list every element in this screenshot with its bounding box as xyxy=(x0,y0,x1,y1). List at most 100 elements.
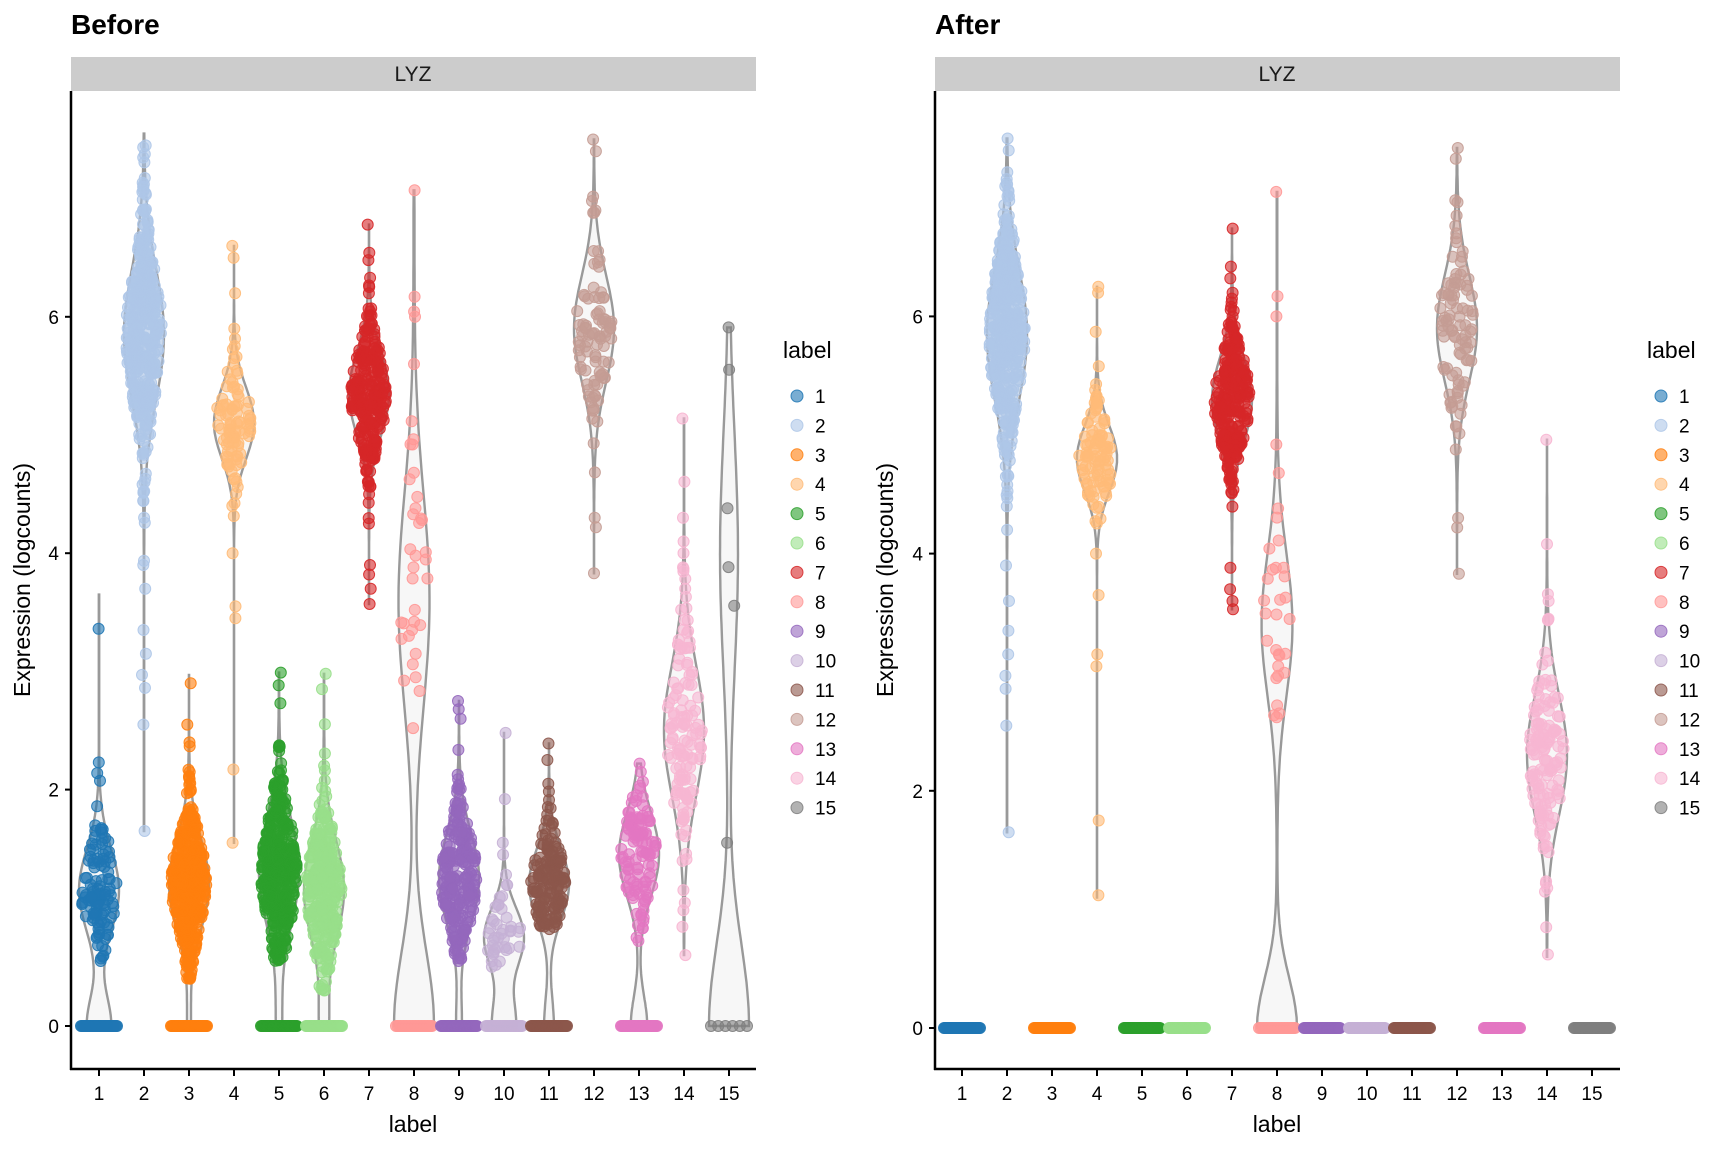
point xyxy=(1090,660,1103,673)
point xyxy=(670,762,683,775)
point xyxy=(464,838,477,851)
point xyxy=(407,722,420,735)
point xyxy=(129,400,142,413)
point xyxy=(139,681,151,694)
point xyxy=(1000,500,1013,513)
legend-item-12: 12 xyxy=(790,710,836,731)
point xyxy=(98,860,111,873)
point xyxy=(535,884,548,897)
point xyxy=(193,835,206,848)
point xyxy=(1223,320,1236,333)
point xyxy=(459,924,472,936)
point xyxy=(631,878,643,891)
point xyxy=(138,476,151,489)
legend-item-6: 6 xyxy=(790,534,826,555)
legend-label: 15 xyxy=(1679,799,1700,820)
point xyxy=(587,437,600,450)
legend-label: 11 xyxy=(1679,681,1699,702)
legend-label: 5 xyxy=(1679,505,1690,526)
legend-label: 4 xyxy=(815,475,826,496)
point xyxy=(1219,353,1232,366)
legend-item-1: 1 xyxy=(1654,387,1690,408)
point xyxy=(1100,447,1113,460)
point xyxy=(1002,144,1015,157)
point xyxy=(107,907,120,920)
point xyxy=(421,572,434,585)
legend-key xyxy=(790,536,804,550)
point xyxy=(88,861,101,874)
point xyxy=(1090,547,1102,560)
point xyxy=(1271,699,1284,712)
point xyxy=(265,890,278,903)
legend-title: label xyxy=(1647,337,1696,363)
point xyxy=(274,952,286,965)
point xyxy=(553,855,566,868)
point xyxy=(1270,310,1283,323)
point xyxy=(693,738,706,751)
point xyxy=(102,835,115,848)
point xyxy=(722,321,735,334)
point xyxy=(1272,502,1285,515)
point xyxy=(1064,1022,1076,1034)
point xyxy=(679,582,692,595)
point xyxy=(1538,700,1551,712)
facet-strip xyxy=(71,57,756,91)
point xyxy=(220,450,233,463)
point xyxy=(358,338,371,351)
point xyxy=(360,445,373,457)
legend-key xyxy=(790,565,804,579)
point xyxy=(1090,501,1103,514)
x-tick-label: 7 xyxy=(364,1084,375,1105)
point xyxy=(282,903,295,916)
y-tick-label: 2 xyxy=(912,782,923,803)
point xyxy=(318,984,331,997)
legend-key xyxy=(790,654,804,668)
point xyxy=(492,899,505,911)
point xyxy=(226,403,238,415)
point xyxy=(527,872,540,884)
point xyxy=(316,683,328,696)
point xyxy=(243,430,255,443)
x-tick-label: 6 xyxy=(1182,1084,1193,1105)
point xyxy=(1227,382,1240,394)
legend-item-10: 10 xyxy=(790,652,836,673)
point xyxy=(983,338,996,351)
point xyxy=(192,923,205,936)
legend-label: 7 xyxy=(1679,563,1690,584)
point xyxy=(226,499,239,512)
point xyxy=(677,884,690,897)
point xyxy=(263,865,276,877)
point xyxy=(177,892,190,905)
point xyxy=(453,898,465,911)
point xyxy=(1533,675,1546,688)
point xyxy=(500,879,513,891)
point xyxy=(176,904,189,917)
x-tick-label: 2 xyxy=(139,1084,150,1105)
point xyxy=(137,495,150,507)
legend-item-11: 11 xyxy=(790,681,835,702)
point xyxy=(640,888,653,901)
legend-item-6: 6 xyxy=(1654,534,1690,555)
points-2 xyxy=(120,139,168,837)
point xyxy=(141,419,153,432)
legend-key xyxy=(1654,507,1668,521)
point xyxy=(676,412,689,425)
point xyxy=(679,830,692,843)
point xyxy=(549,910,562,923)
point xyxy=(997,321,1010,334)
legend-label: 13 xyxy=(1679,740,1700,761)
point xyxy=(549,898,562,911)
violin-group-8 xyxy=(1253,185,1301,1034)
point xyxy=(313,858,326,871)
legend-label: 15 xyxy=(815,799,836,820)
point xyxy=(579,364,592,377)
point xyxy=(632,934,645,947)
x-tick-label: 13 xyxy=(1491,1084,1512,1105)
point xyxy=(240,402,253,415)
legend-item-8: 8 xyxy=(790,593,826,614)
point xyxy=(546,816,559,829)
point xyxy=(374,412,387,425)
point xyxy=(1002,826,1015,839)
x-tick-label: 13 xyxy=(628,1084,649,1105)
